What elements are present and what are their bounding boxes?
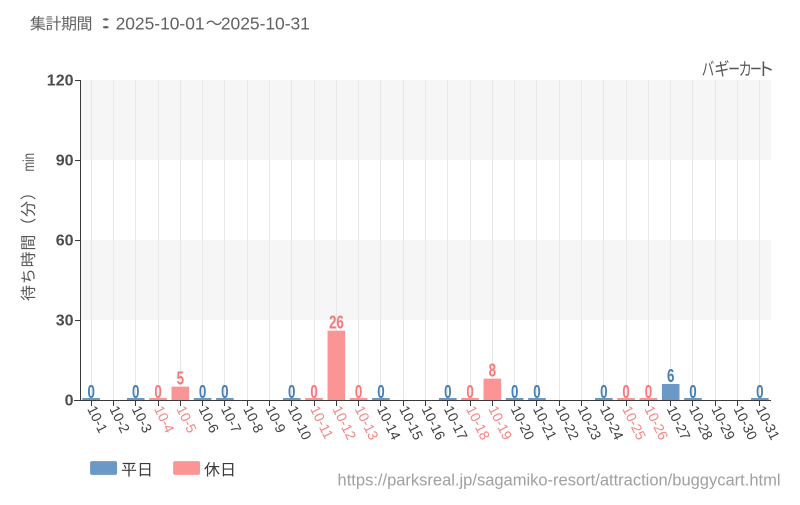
svg-text:0: 0 xyxy=(622,382,629,403)
svg-text:0: 0 xyxy=(154,382,161,403)
svg-text:0: 0 xyxy=(689,382,696,403)
svg-text:0: 0 xyxy=(132,382,139,403)
svg-text:0: 0 xyxy=(533,382,540,403)
svg-text:0: 0 xyxy=(199,382,206,403)
svg-text:0: 0 xyxy=(310,382,317,403)
svg-text:0: 0 xyxy=(756,382,763,403)
svg-text:8: 8 xyxy=(489,361,496,382)
svg-text:2025-10-01: 2025-10-01 xyxy=(116,13,205,33)
svg-text:0: 0 xyxy=(87,382,94,403)
svg-text:min: min xyxy=(19,153,37,172)
svg-text:0: 0 xyxy=(65,393,74,410)
svg-text:0: 0 xyxy=(645,382,652,403)
svg-text:0: 0 xyxy=(600,382,607,403)
svg-text:https://parksreal.jp/sagamiko-: https://parksreal.jp/sagamiko-resort/att… xyxy=(338,472,781,490)
svg-text:2025-10-31: 2025-10-31 xyxy=(221,13,310,33)
svg-text:0: 0 xyxy=(355,382,362,403)
svg-text:0: 0 xyxy=(377,382,384,403)
svg-text:120: 120 xyxy=(47,73,74,90)
svg-text:0: 0 xyxy=(466,382,473,403)
svg-text:0: 0 xyxy=(288,382,295,403)
svg-text:0: 0 xyxy=(511,382,518,403)
svg-text:5: 5 xyxy=(177,369,184,390)
svg-text:90: 90 xyxy=(56,153,74,170)
svg-text:26: 26 xyxy=(329,313,344,334)
svg-text:6: 6 xyxy=(667,366,674,387)
svg-text:60: 60 xyxy=(56,233,74,250)
svg-text:0: 0 xyxy=(221,382,228,403)
svg-text:0: 0 xyxy=(444,382,451,403)
svg-text:30: 30 xyxy=(56,313,74,330)
